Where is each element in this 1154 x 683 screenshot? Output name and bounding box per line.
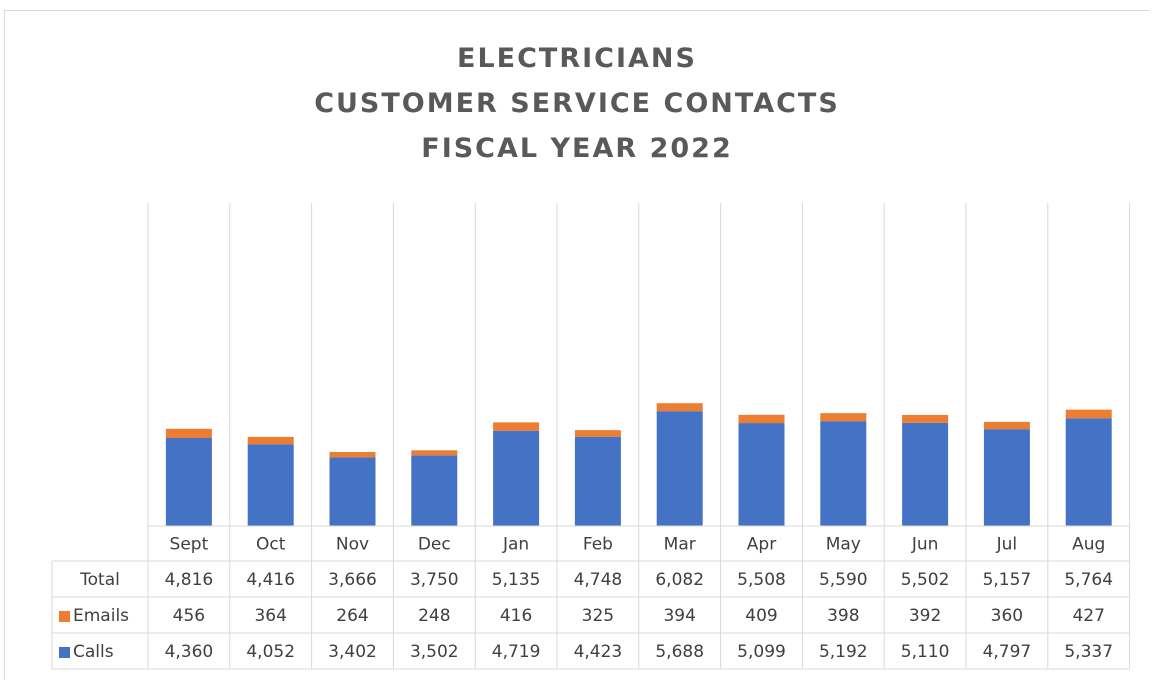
table-cell-emails: 456 [173, 606, 205, 626]
bar-emails-jan [493, 422, 540, 431]
table-cell-calls: 5,110 [901, 642, 950, 662]
table-cell-calls: 4,052 [246, 642, 295, 662]
table-cell-calls: 5,099 [737, 642, 786, 662]
bar-emails-dec [411, 450, 458, 456]
title-line-1: ELECTRICIANS [457, 43, 697, 74]
table-cell-total: 5,157 [983, 570, 1032, 590]
table-cell-total: 5,508 [737, 570, 786, 590]
category-label-jan: Jan [502, 535, 529, 555]
bar-calls-jun [902, 422, 949, 526]
category-label-sept: Sept [170, 535, 209, 555]
bar-emails-may [820, 413, 867, 422]
title-line-2: CUSTOMER SERVICE CONTACTS [314, 88, 840, 119]
legend-key-emails [59, 611, 70, 622]
category-label-jul: Jul [996, 535, 1018, 555]
table-cell-emails: 325 [582, 606, 614, 626]
table-cell-emails: 416 [500, 606, 532, 626]
table-cell-emails: 427 [1072, 606, 1104, 626]
category-label-apr: Apr [747, 535, 776, 555]
table-cell-calls: 4,360 [165, 642, 214, 662]
bar-calls-dec [411, 455, 458, 526]
table-cell-calls: 4,719 [492, 642, 541, 662]
bar-emails-jun [902, 414, 949, 423]
row-label-calls: Calls [73, 642, 114, 662]
table-cell-calls: 4,423 [574, 642, 623, 662]
category-label-may: May [826, 535, 861, 555]
table-cell-total: 4,748 [574, 570, 623, 590]
category-label-jun: Jun [911, 535, 939, 555]
table-cell-calls: 5,337 [1064, 642, 1113, 662]
legend-key-calls [59, 647, 70, 658]
table-cell-emails: 392 [909, 606, 941, 626]
bar-calls-apr [738, 423, 785, 526]
table-cell-calls: 3,402 [328, 642, 377, 662]
bar-emails-sept [165, 428, 212, 438]
bar-emails-nov [329, 451, 376, 458]
table-cell-total: 5,502 [901, 570, 950, 590]
table-cell-total: 6,082 [655, 570, 704, 590]
bar-emails-aug [1065, 409, 1112, 419]
table-cell-calls: 3,502 [410, 642, 459, 662]
table-cell-total: 3,666 [328, 570, 377, 590]
bar-emails-apr [738, 414, 785, 424]
table-cell-calls: 4,797 [983, 642, 1032, 662]
table-cell-emails: 364 [254, 606, 286, 626]
table-cell-total: 5,764 [1064, 570, 1113, 590]
bar-emails-mar [656, 403, 703, 412]
row-label-total: Total [79, 570, 120, 590]
table-cell-emails: 264 [336, 606, 368, 626]
table-cell-emails: 360 [991, 606, 1023, 626]
category-label-oct: Oct [256, 535, 286, 555]
category-label-nov: Nov [336, 535, 369, 555]
chart-frame [4, 10, 1149, 680]
chart-title: ELECTRICIANS CUSTOMER SERVICE CONTACTS F… [0, 36, 1154, 171]
category-label-aug: Aug [1072, 535, 1105, 555]
table-cell-emails: 248 [418, 606, 450, 626]
bar-calls-aug [1065, 418, 1112, 526]
title-line-3: FISCAL YEAR 2022 [421, 133, 733, 164]
table-cell-total: 5,590 [819, 570, 868, 590]
category-label-feb: Feb [583, 535, 613, 555]
row-label-emails: Emails [73, 606, 129, 626]
bar-calls-jul [983, 429, 1030, 526]
bar-emails-jul [983, 421, 1030, 430]
bar-calls-jan [493, 430, 540, 526]
table-cell-emails: 398 [827, 606, 859, 626]
table-cell-calls: 5,688 [655, 642, 704, 662]
table-cell-total: 5,135 [492, 570, 541, 590]
bar-calls-nov [329, 457, 376, 526]
bar-emails-feb [574, 430, 621, 437]
bar-calls-may [820, 421, 867, 526]
category-label-dec: Dec [418, 535, 451, 555]
table-cell-total: 4,416 [246, 570, 295, 590]
bar-calls-oct [247, 444, 294, 526]
bar-calls-sept [165, 437, 212, 526]
table-cell-emails: 394 [663, 606, 695, 626]
category-label-mar: Mar [664, 535, 696, 555]
table-cell-emails: 409 [745, 606, 777, 626]
table-cell-total: 3,750 [410, 570, 459, 590]
bar-calls-mar [656, 411, 703, 526]
bar-emails-oct [247, 436, 294, 445]
bar-calls-feb [574, 436, 621, 526]
table-cell-calls: 5,192 [819, 642, 868, 662]
table-cell-total: 4,816 [165, 570, 214, 590]
